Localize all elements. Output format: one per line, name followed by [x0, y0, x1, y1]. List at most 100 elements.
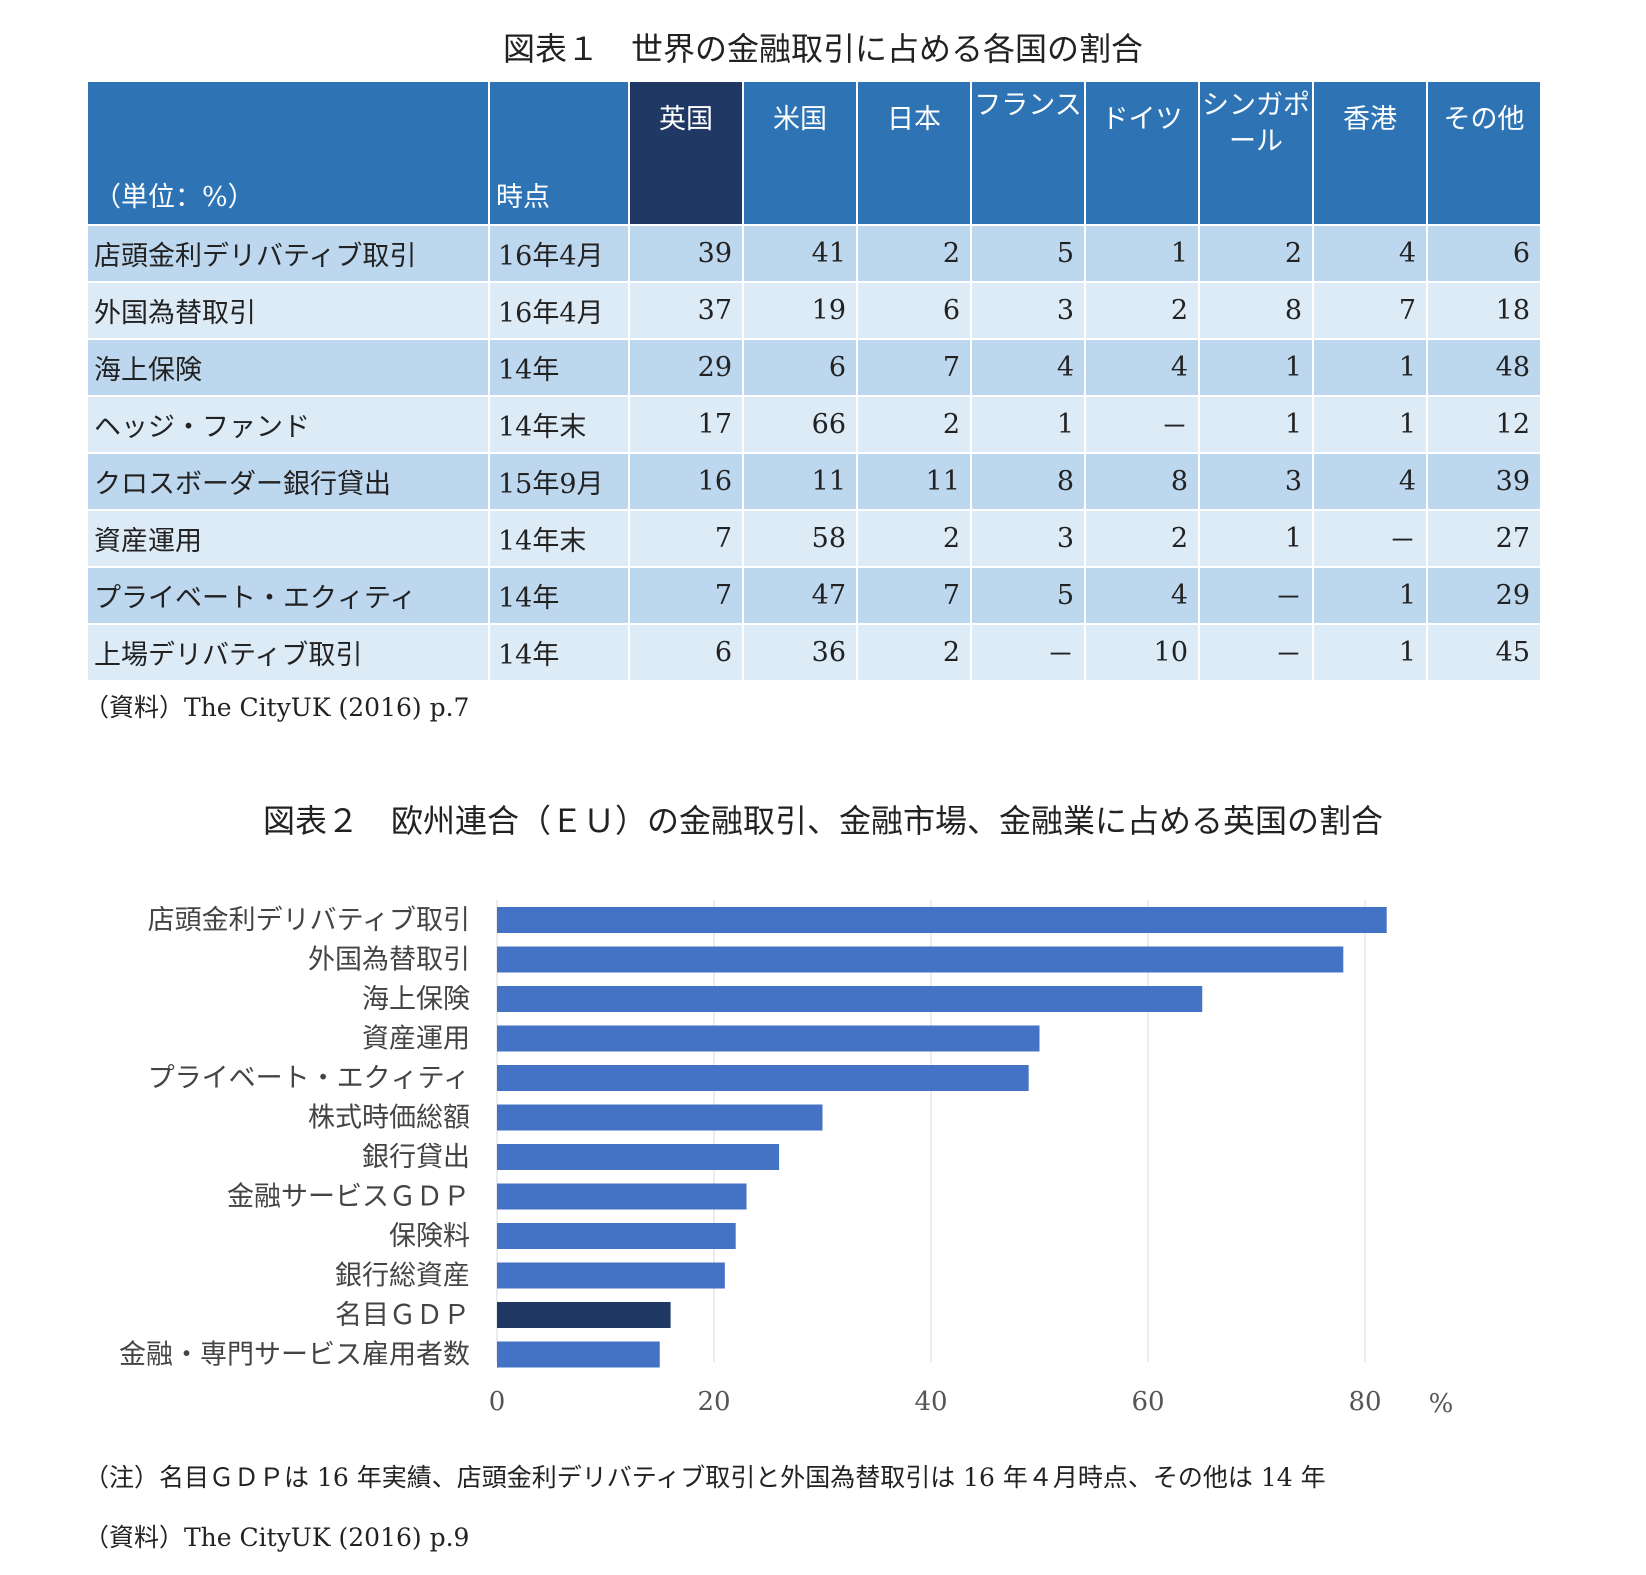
category-label: 保険料: [389, 1221, 470, 1252]
value-cell: 7: [628, 566, 744, 625]
row-label: 資産運用: [86, 509, 490, 568]
bar: [497, 1341, 660, 1368]
table-row: ヘッジ・ファンド 14年末 17 66 2 1 － 1 1 12: [86, 395, 1542, 454]
value-cell: －: [1084, 395, 1200, 454]
value-cell: 2: [856, 395, 972, 454]
x-unit-label: %: [1429, 1389, 1454, 1419]
bar: [497, 1262, 725, 1289]
row-period: 14年末: [488, 395, 630, 454]
value-cell: 6: [628, 623, 744, 682]
value-cell: 8: [1084, 452, 1200, 511]
table-row: 上場デリバティブ取引 14年 6 36 2 － 10 － 1 45: [86, 623, 1542, 682]
bar: [497, 1144, 780, 1170]
value-cell: 8: [970, 452, 1086, 511]
col-header-france: フランス: [970, 80, 1086, 226]
row-label: クロスボーダー銀行貸出: [86, 452, 490, 511]
value-cell: 7: [1312, 281, 1428, 340]
category-label: プライベート・エクィティ: [148, 1063, 470, 1094]
category-label: 金融サービスＧＤＰ: [227, 1182, 470, 1213]
table-row: 店頭金利デリバティブ取引 16年4月 39 41 2 5 1 2 4 6: [86, 224, 1542, 283]
value-cell: －: [1198, 566, 1314, 625]
period-header: 時点: [488, 80, 630, 226]
value-cell: 4: [1084, 566, 1200, 625]
x-tick-label: 20: [697, 1387, 730, 1417]
value-cell: 2: [1084, 281, 1200, 340]
value-cell: 4: [1084, 338, 1200, 397]
row-period: 15年9月: [488, 452, 630, 511]
value-cell: 27: [1426, 509, 1542, 568]
category-label: 銀行貸出: [362, 1142, 470, 1173]
value-cell: 36: [742, 623, 858, 682]
table-row: 外国為替取引 16年4月 37 19 6 3 2 8 7 18: [86, 281, 1542, 340]
value-cell: 3: [970, 281, 1086, 340]
row-label: ヘッジ・ファンド: [86, 395, 490, 454]
value-cell: 3: [1198, 452, 1314, 511]
value-cell: －: [1198, 623, 1314, 682]
value-cell: 7: [856, 338, 972, 397]
value-cell: 4: [970, 338, 1086, 397]
value-cell: 8: [1198, 281, 1314, 340]
row-label: プライベート・エクィティ: [86, 566, 490, 625]
value-cell: 1: [1198, 395, 1314, 454]
value-cell: 1: [1312, 338, 1428, 397]
row-period: 14年: [488, 566, 630, 625]
row-period: 16年4月: [488, 281, 630, 340]
bar: [497, 946, 1344, 973]
value-cell: 19: [742, 281, 858, 340]
value-cell: 18: [1426, 281, 1542, 340]
bar: [497, 1302, 671, 1328]
value-cell: 2: [856, 224, 972, 283]
value-cell: 29: [628, 338, 744, 397]
category-label: 銀行総資産: [335, 1261, 470, 1292]
category-label: 店頭金利デリバティブ取引: [148, 905, 470, 936]
value-cell: 7: [856, 566, 972, 625]
value-cell: －: [1312, 509, 1428, 568]
value-cell: 1: [1198, 338, 1314, 397]
value-cell: －: [970, 623, 1086, 682]
col-header-germany: ドイツ: [1084, 80, 1200, 226]
value-cell: 7: [628, 509, 744, 568]
value-cell: 10: [1084, 623, 1200, 682]
category-label: 金融・専門サービス雇用者数: [119, 1340, 470, 1371]
value-cell: 17: [628, 395, 744, 454]
value-cell: 1: [1198, 509, 1314, 568]
table-row: クロスボーダー銀行貸出 15年9月 16 11 11 8 8 3 4 39: [86, 452, 1542, 511]
value-cell: 66: [742, 395, 858, 454]
row-label: 海上保険: [86, 338, 490, 397]
value-cell: 11: [742, 452, 858, 511]
col-header-hongkong: 香港: [1312, 80, 1428, 226]
value-cell: 41: [742, 224, 858, 283]
category-label: 海上保険: [362, 984, 470, 1015]
col-header-japan: 日本: [856, 80, 972, 226]
value-cell: 58: [742, 509, 858, 568]
value-cell: 6: [1426, 224, 1542, 283]
value-cell: 6: [856, 281, 972, 340]
table-body: 店頭金利デリバティブ取引 16年4月 39 41 2 5 1 2 4 6 外国為替取引 16年4月 37…: [86, 224, 1542, 682]
bar: [497, 986, 1203, 1012]
row-label: 上場デリバティブ取引: [86, 623, 490, 682]
x-tick-label: 40: [914, 1387, 947, 1417]
bar: [497, 907, 1387, 933]
value-cell: 45: [1426, 623, 1542, 682]
x-tick-label: 60: [1131, 1387, 1164, 1417]
bar: [497, 1025, 1040, 1052]
value-cell: 5: [970, 566, 1086, 625]
bar: [497, 1183, 747, 1210]
value-cell: 11: [856, 452, 972, 511]
row-period: 14年: [488, 623, 630, 682]
bar: [497, 1104, 823, 1131]
value-cell: 48: [1426, 338, 1542, 397]
col-header-uk: 英国: [628, 80, 744, 226]
value-cell: 2: [856, 509, 972, 568]
category-label: 外国為替取引: [308, 945, 470, 976]
value-cell: 16: [628, 452, 744, 511]
row-period: 14年: [488, 338, 630, 397]
row-label: 店頭金利デリバティブ取引: [86, 224, 490, 283]
value-cell: 1: [1312, 623, 1428, 682]
value-cell: 3: [970, 509, 1086, 568]
value-cell: 47: [742, 566, 858, 625]
table-header-row: （単位：%） 時点 英国 米国 日本 フランス ドイツ シンガポール 香港 その…: [86, 80, 1542, 226]
value-cell: 1: [1084, 224, 1200, 283]
col-header-us: 米国: [742, 80, 858, 226]
value-cell: 5: [970, 224, 1086, 283]
